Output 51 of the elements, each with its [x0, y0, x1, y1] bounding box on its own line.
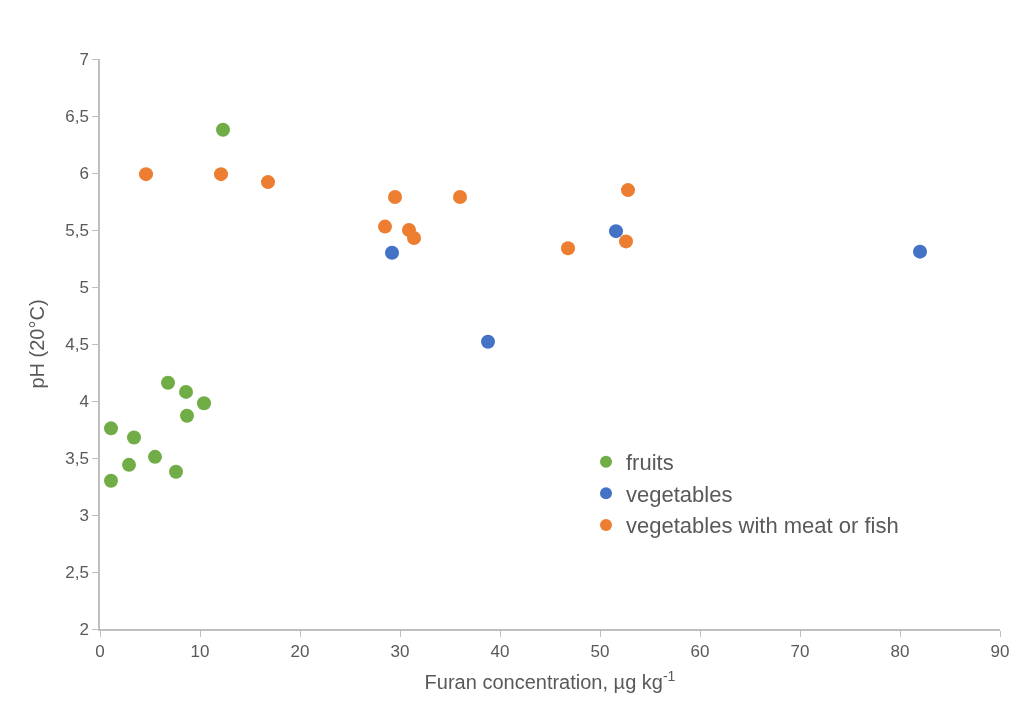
point: [180, 408, 194, 423]
y-tick-label: 6,5: [65, 106, 89, 126]
point: [122, 457, 136, 472]
x-tick-label: 70: [790, 642, 810, 662]
y-tick-label: 4: [79, 391, 89, 411]
point: [127, 430, 141, 445]
point: [214, 167, 228, 182]
point: [148, 449, 162, 464]
x-tick-label: 20: [290, 642, 310, 662]
x-tick-label: 40: [490, 642, 510, 662]
point: [453, 189, 467, 204]
point: [216, 122, 230, 137]
y-tick-label: 6: [79, 163, 89, 183]
x-axis-title: Furan concentration, µg kg$^{-1}$: [424, 667, 676, 694]
point: [378, 219, 392, 234]
point: [385, 245, 399, 260]
x-tick-label: 30: [390, 642, 410, 662]
y-tick-label: 3,5: [65, 448, 89, 468]
x-tick-label: 90: [990, 642, 1010, 662]
point: [179, 384, 193, 399]
x-tick-label: 80: [890, 642, 910, 662]
y-tick-label: 2,5: [65, 562, 89, 582]
point: [161, 375, 175, 390]
point: [619, 234, 633, 249]
legend-label: fruits: [626, 450, 674, 476]
point: [913, 244, 927, 259]
y-tick-label: 2: [79, 619, 89, 639]
x-tick-label: 0: [95, 642, 105, 662]
y-tick-label: 5,5: [65, 220, 89, 240]
y-tick-label: 5: [79, 277, 89, 297]
legend-label: vegetables with meat or fish: [626, 513, 899, 539]
point: [197, 396, 211, 411]
point: [139, 167, 153, 182]
point: [609, 224, 623, 239]
point: [104, 421, 118, 436]
y-tick-label: 4,5: [65, 334, 89, 354]
x-tick-label: 50: [590, 642, 610, 662]
x-tick-label: 10: [190, 642, 210, 662]
point: [561, 241, 575, 256]
point: [388, 189, 402, 204]
point: [169, 464, 183, 479]
legend-label: vegetables: [626, 481, 733, 507]
y-tick-label: 3: [79, 505, 89, 525]
x-tick-label: 60: [690, 642, 710, 662]
point: [621, 183, 635, 198]
point: [481, 334, 495, 349]
y-axis-title: pH (20°C): [26, 299, 49, 389]
y-tick-label: 7: [79, 49, 89, 69]
point: [261, 175, 275, 190]
point: [407, 230, 421, 245]
point: [104, 473, 118, 488]
